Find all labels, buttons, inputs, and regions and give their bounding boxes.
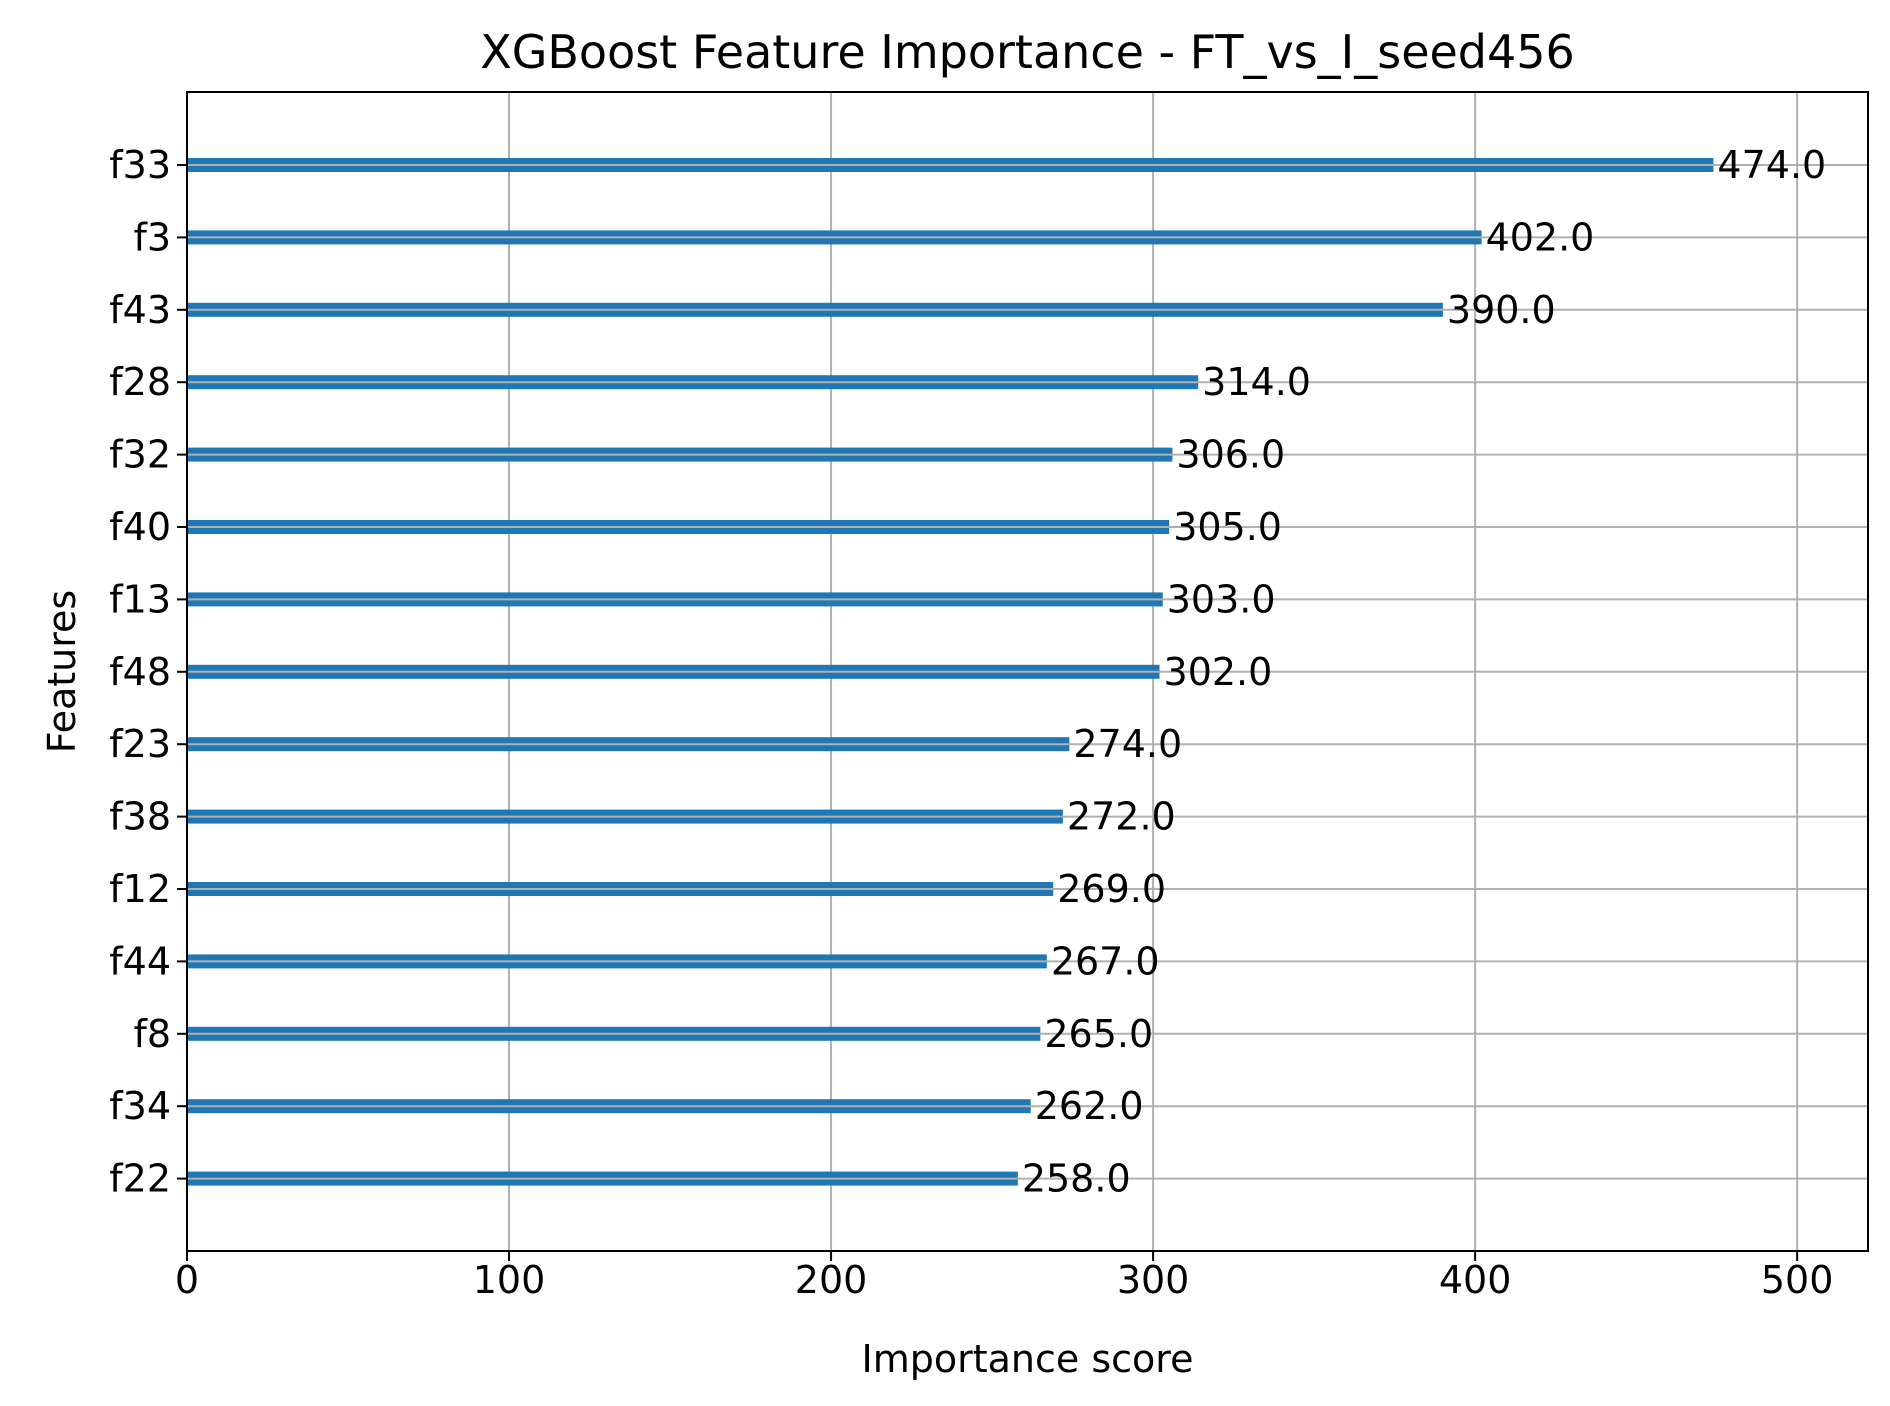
x-tick-label: 0	[175, 1258, 199, 1302]
y-tick-label: f8	[133, 1012, 171, 1056]
x-axis-label: Importance score	[862, 1337, 1194, 1381]
y-tick-label: f43	[109, 288, 171, 332]
data-label: 402.0	[1486, 215, 1595, 259]
data-label: 390.0	[1447, 288, 1556, 332]
data-label: 267.0	[1051, 939, 1160, 983]
data-label: 258.0	[1022, 1157, 1131, 1201]
data-label: 262.0	[1035, 1084, 1144, 1128]
data-label: 274.0	[1073, 722, 1182, 766]
data-label: 303.0	[1167, 577, 1276, 621]
data-label: 302.0	[1164, 650, 1273, 694]
y-tick-label: f33	[109, 143, 171, 187]
data-label: 474.0	[1717, 143, 1826, 187]
bars	[187, 158, 1714, 1186]
y-tick-label: f3	[133, 215, 171, 259]
y-tick-label: f40	[109, 505, 171, 549]
x-tick-label: 100	[473, 1258, 546, 1302]
y-tick-label: f22	[109, 1157, 171, 1201]
y-tick-label: f38	[109, 795, 171, 839]
x-tick-label: 300	[1117, 1258, 1190, 1302]
data-label: 314.0	[1202, 360, 1311, 404]
x-axis-ticks: 0 100 200 300 400 500	[175, 1251, 1834, 1302]
y-tick-label: f13	[109, 577, 171, 621]
data-label: 269.0	[1057, 867, 1166, 911]
data-label: 305.0	[1173, 505, 1282, 549]
y-tick-label: f34	[109, 1084, 171, 1128]
data-label: 265.0	[1044, 1012, 1153, 1056]
x-tick-label: 500	[1761, 1258, 1834, 1302]
y-tick-label: f28	[109, 360, 171, 404]
data-label: 272.0	[1067, 795, 1176, 839]
y-tick-label: f23	[109, 722, 171, 766]
y-tick-label: f32	[109, 433, 171, 477]
y-axis-ticks: f33 f3 f43 f28 f32 f40 f13 f48 f23 f38 f12 f44 f8 f34…	[109, 143, 187, 1201]
y-axis-label: Features	[40, 590, 84, 753]
y-tick-label: f48	[109, 650, 171, 694]
y-tick-label: f44	[109, 939, 171, 983]
y-tick-label: f12	[109, 867, 171, 911]
chart-title: XGBoost Feature Importance - FT_vs_I_see…	[480, 25, 1575, 79]
x-tick-label: 400	[1439, 1258, 1512, 1302]
data-label: 306.0	[1176, 433, 1285, 477]
data-labels: 474.0 402.0 390.0 314.0 306.0 305.0 303.0 302.0…	[1022, 143, 1826, 1201]
x-tick-label: 200	[795, 1258, 868, 1302]
